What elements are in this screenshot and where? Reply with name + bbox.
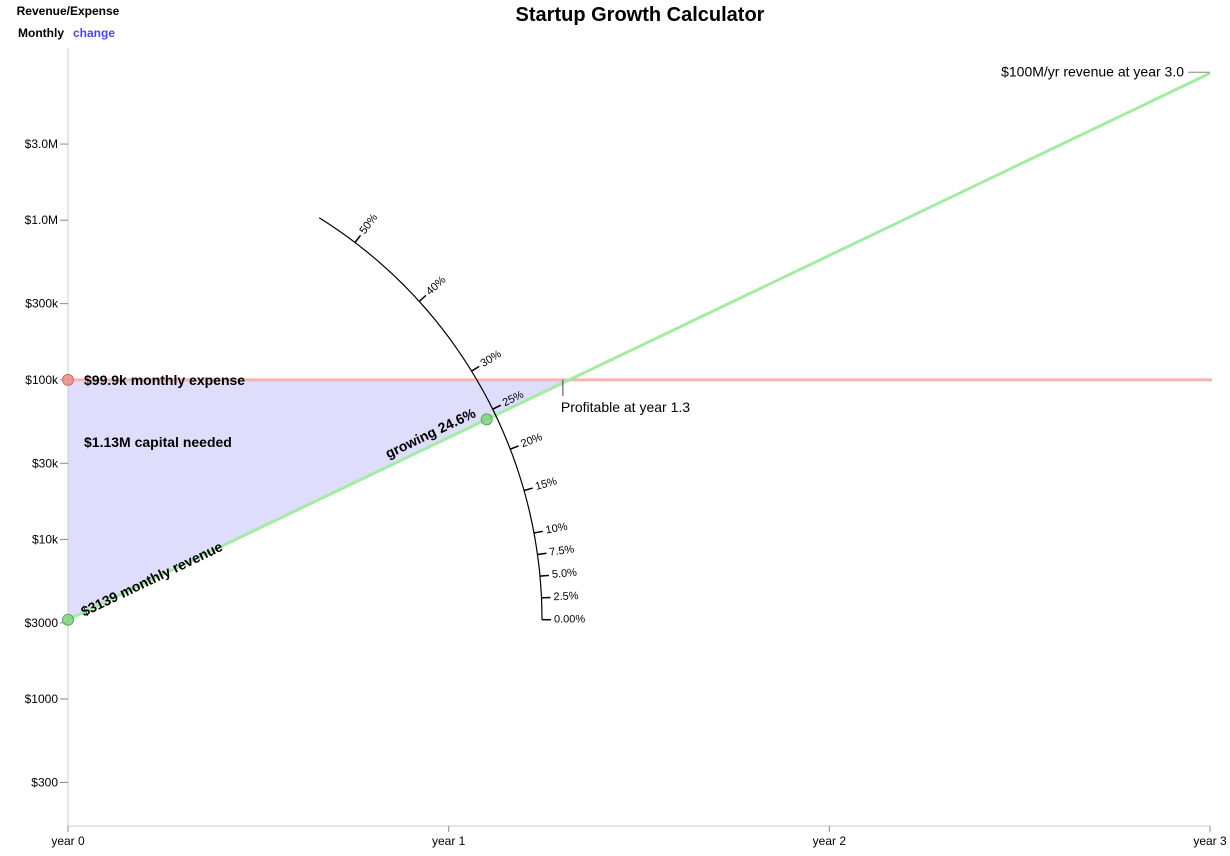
- growth-dial-tick: [533, 530, 543, 534]
- x-tick-label: year 2: [813, 834, 847, 848]
- y-tick-label: $3.0M: [25, 137, 58, 151]
- y-tick-label: $300: [31, 775, 58, 789]
- axes-layer: $300 $1000 $3000 $10k $30k $100k $300k $1.0M $3.…: [25, 48, 1227, 848]
- growth-dial-tick: [471, 365, 480, 372]
- growth-dial-tick-label: 10%: [545, 521, 569, 537]
- growth-dial-tick: [523, 487, 533, 492]
- handles-layer: [62, 373, 493, 626]
- growth-dial-tick-label: 40%: [424, 274, 449, 298]
- y-tick-label: $300k: [25, 297, 59, 311]
- target-label: $100M/yr revenue at year 3.0: [1001, 63, 1184, 79]
- x-tick-label: year 0: [51, 834, 85, 848]
- revenue-handle[interactable]: [62, 613, 74, 626]
- page-title: Startup Growth Calculator: [516, 4, 765, 26]
- growth-dial-tick-label: 50%: [357, 212, 380, 237]
- x-tick-label: year 1: [432, 834, 466, 848]
- growth-dial-tick: [354, 234, 362, 243]
- growth-dial-tick-label: 0.00%: [554, 614, 585, 626]
- revenue-line: [67, 71, 1211, 622]
- y-tick-label: $10k: [32, 532, 59, 546]
- growth-dial-tick: [537, 552, 547, 556]
- change-period-link[interactable]: change: [73, 26, 115, 40]
- profitable-label: Profitable at year 1.3: [561, 399, 690, 415]
- x-tick-label: year 3: [1193, 834, 1227, 848]
- growth-dial-tick: [492, 404, 502, 410]
- growth-dial-tick-label: 15%: [534, 475, 559, 493]
- growth-dial-tick: [418, 294, 427, 302]
- growth-dial-tick: [509, 445, 519, 450]
- expense-handle[interactable]: [62, 373, 74, 386]
- growth-handle[interactable]: [480, 413, 493, 426]
- y-tick-label: $1000: [25, 692, 59, 706]
- y-tick-label: $100k: [25, 373, 59, 387]
- period-label: Monthly: [18, 26, 64, 40]
- mode-label: Revenue/Expense: [17, 4, 120, 18]
- growth-dial-tick-label: 2.5%: [553, 590, 579, 603]
- growth-dial-tick-label: 20%: [519, 431, 544, 450]
- growth-dial-tick: [539, 574, 550, 577]
- y-tick-label: $3000: [25, 616, 59, 630]
- expense-label: $99.9k monthly expense: [84, 372, 245, 388]
- growth-dial-tick-label: 7.5%: [549, 543, 576, 558]
- y-tick-label: $1.0M: [25, 213, 58, 227]
- growth-dial-tick-label: 5.0%: [551, 567, 577, 581]
- growth-dial-arc[interactable]: [318, 217, 543, 620]
- lines-layer: [67, 71, 1212, 622]
- growth-dial-tick-label: 30%: [479, 348, 504, 370]
- y-tick-label: $30k: [32, 456, 59, 470]
- capital-needed-label: $1.13M capital needed: [84, 434, 232, 450]
